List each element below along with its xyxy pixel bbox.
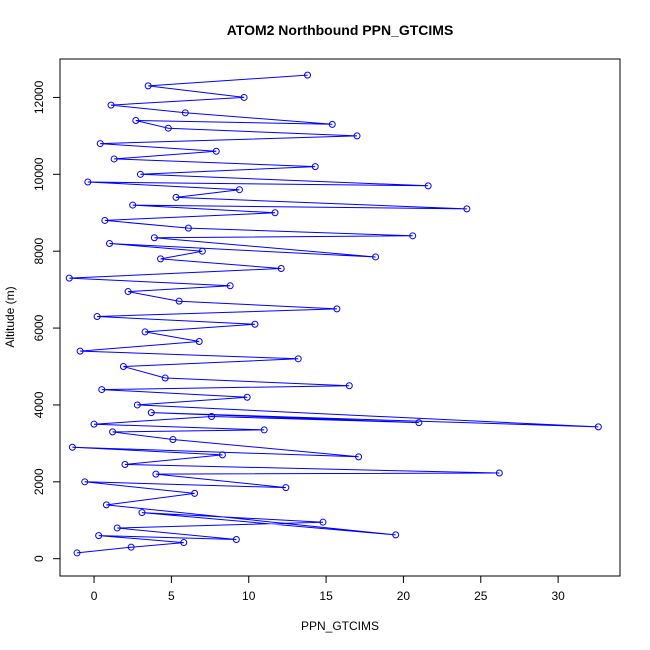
data-point xyxy=(152,470,160,478)
data-point xyxy=(107,101,115,109)
data-point xyxy=(277,264,285,272)
data-point xyxy=(232,535,240,543)
data-point xyxy=(73,549,81,557)
data-point xyxy=(328,120,336,128)
data-point xyxy=(169,436,177,444)
data-point xyxy=(212,147,220,155)
y-tick-label: 0 xyxy=(32,555,46,562)
data-point xyxy=(129,201,137,209)
data-point xyxy=(415,419,423,427)
x-axis-label: PPN_GTCIMS xyxy=(301,619,379,633)
data-point xyxy=(282,484,290,492)
data-point xyxy=(271,209,279,217)
data-point xyxy=(136,170,144,178)
y-axis-label: Altitude (m) xyxy=(3,286,17,347)
data-point xyxy=(311,163,319,171)
data-point xyxy=(109,428,117,436)
x-axis: 0 5 10 15 20 25 30 xyxy=(91,575,565,603)
data-point xyxy=(175,297,183,305)
data-point xyxy=(251,320,259,328)
data-point xyxy=(198,247,206,255)
data-point xyxy=(113,524,121,532)
data-point xyxy=(181,109,189,117)
y-tick-label: 10000 xyxy=(32,157,46,191)
data-point xyxy=(424,182,432,190)
x-tick-label: 25 xyxy=(474,589,488,603)
data-point xyxy=(235,186,243,194)
data-point xyxy=(102,501,110,509)
data-point xyxy=(133,401,141,409)
data-point xyxy=(68,443,76,451)
y-tick-label: 4000 xyxy=(32,391,46,418)
data-point xyxy=(98,386,106,394)
data-point xyxy=(76,347,84,355)
data-point xyxy=(147,409,155,417)
data-point xyxy=(95,532,103,540)
series-line xyxy=(69,74,599,554)
data-point xyxy=(65,274,73,282)
data-point xyxy=(594,423,602,431)
data-point xyxy=(180,539,188,547)
data-point xyxy=(132,117,140,125)
x-tick-label: 5 xyxy=(168,589,175,603)
x-tick-label: 20 xyxy=(397,589,411,603)
y-tick-label: 2000 xyxy=(32,468,46,495)
data-point xyxy=(90,420,98,428)
data-point xyxy=(208,412,216,420)
data-point xyxy=(240,93,248,101)
data-point xyxy=(218,451,226,459)
data-point xyxy=(124,288,132,296)
data-point xyxy=(463,205,471,213)
data-point xyxy=(81,478,89,486)
data-point xyxy=(392,531,400,539)
data-point xyxy=(141,328,149,336)
y-tick-label: 8000 xyxy=(32,238,46,265)
data-point xyxy=(121,461,129,469)
data-point xyxy=(243,393,251,401)
x-tick-label: 15 xyxy=(319,589,333,603)
data-point xyxy=(353,132,361,140)
data-point xyxy=(127,543,135,551)
data-point xyxy=(195,338,203,346)
data-point xyxy=(138,509,146,517)
x-tick-label: 30 xyxy=(551,589,565,603)
y-tick-label: 6000 xyxy=(32,314,46,341)
data-point xyxy=(294,355,302,363)
data-point xyxy=(144,82,152,90)
data-point xyxy=(93,313,101,321)
data-point xyxy=(106,240,114,248)
data-point xyxy=(260,426,268,434)
data-point xyxy=(161,374,169,382)
y-axis: 0 2000 4000 6000 8000 10000 12000 xyxy=(32,80,61,562)
data-point xyxy=(409,232,417,240)
data-point xyxy=(84,178,92,186)
chart-title: ATOM2 Northbound PPN_GTCIMS xyxy=(227,22,454,38)
data-point xyxy=(372,253,380,261)
data-point xyxy=(319,518,327,526)
data-point xyxy=(101,216,109,224)
data-series xyxy=(65,71,602,557)
data-point xyxy=(184,224,192,232)
data-point xyxy=(150,234,158,242)
data-point xyxy=(110,155,118,163)
data-point xyxy=(304,71,312,79)
data-point xyxy=(191,489,199,497)
data-point xyxy=(495,469,503,477)
data-point xyxy=(333,305,341,313)
data-point xyxy=(355,453,363,461)
data-point xyxy=(96,140,104,148)
data-point xyxy=(172,193,180,201)
data-point xyxy=(164,124,172,132)
data-point xyxy=(345,382,353,390)
data-point xyxy=(157,255,165,263)
x-tick-label: 10 xyxy=(242,589,256,603)
x-tick-label: 0 xyxy=(91,589,98,603)
y-tick-label: 12000 xyxy=(32,80,46,114)
data-point xyxy=(226,282,234,290)
data-point xyxy=(119,363,127,371)
